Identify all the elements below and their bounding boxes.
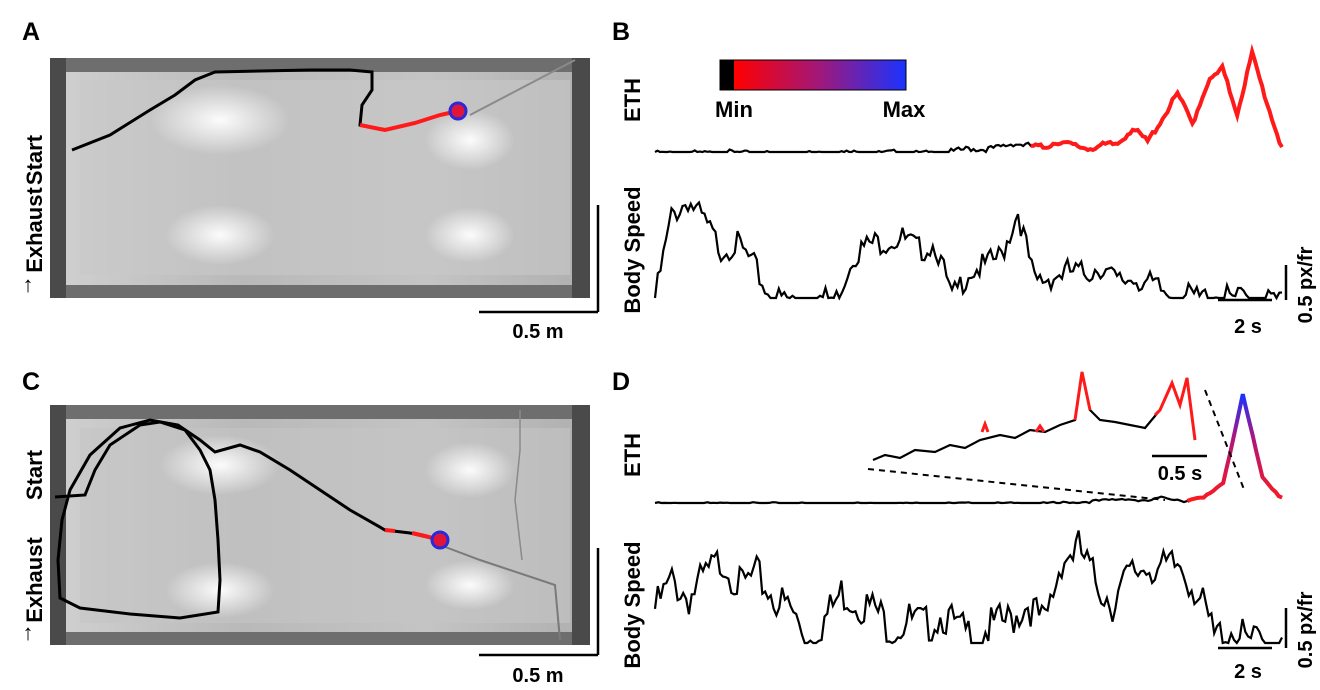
scale-bar-c [479, 548, 600, 657]
speed-scale-label-b: 0.5 px/fr [1295, 246, 1317, 323]
time-scale-label-b: 2 s [1234, 316, 1262, 338]
panel-letter-b: B [612, 18, 630, 46]
speed-axis-label-d: Body Speed [620, 541, 645, 668]
colorbar-min-label: Min [715, 97, 753, 122]
speed-line-d [653, 530, 1283, 645]
zoom-inset-d [867, 371, 1246, 501]
scale-bar-a [479, 205, 600, 314]
source-marker-c [430, 530, 450, 550]
eth-line-d [654, 393, 1283, 505]
panel-d: D ETH Body Speed 0.5 s 2 s 0.5 px/fr [612, 368, 1317, 683]
panel-letter-d: D [612, 368, 630, 396]
time-scale-label-d: 2 s [1234, 661, 1262, 683]
panel-b: B ETH Body Speed Min Max 2 s 0.5 px/fr [612, 18, 1317, 338]
eth-line-d-odor-segment [1186, 393, 1283, 503]
eth-trace-b [654, 43, 1284, 154]
speed-scale-label-d: 0.5 px/fr [1295, 591, 1317, 668]
colorbar [719, 59, 907, 91]
scale-label-c: 0.5 m [512, 665, 563, 687]
source-marker-a [448, 101, 468, 121]
speed-trace-b [653, 200, 1283, 301]
eth-trace-d [654, 393, 1283, 505]
speed-trace-d [653, 530, 1283, 645]
panel-letter-a: A [22, 18, 40, 46]
eth-axis-label-b: ETH [620, 78, 645, 122]
colorbar-max-label: Max [883, 97, 927, 122]
scale-label-a: 0.5 m [512, 321, 563, 343]
side-label-start-c: Start [22, 449, 47, 500]
speed-line-b [653, 200, 1283, 301]
trajectory-c [54, 418, 441, 620]
side-label-start-a: Start [22, 134, 47, 185]
side-label-exhaust-c: Exhaust [22, 537, 47, 623]
panel-a: A Start Exhaust ↑ 0.5 m [22, 18, 600, 343]
eth-line-b-odor-segment [1030, 43, 1284, 153]
airflow-arrow-icon-c: ↑ [23, 620, 34, 645]
eth-axis-label-d: ETH [620, 433, 645, 477]
panel-letter-c: C [22, 368, 40, 396]
speed-axis-label-b: Body Speed [620, 186, 645, 313]
trajectory-a-odor [359, 109, 459, 133]
arena-photo-a [50, 58, 590, 298]
inset-time-scale-label: 0.5 s [1158, 463, 1202, 485]
scale-bar-b [1218, 265, 1288, 302]
scale-bar-d [1218, 608, 1288, 650]
arena-photo-c [50, 405, 590, 645]
airflow-arrow-icon-a: ↑ [23, 272, 34, 297]
side-label-exhaust-a: Exhaust [22, 187, 47, 273]
panel-c: C Start Exhaust ↑ 0.5 m [22, 368, 600, 687]
